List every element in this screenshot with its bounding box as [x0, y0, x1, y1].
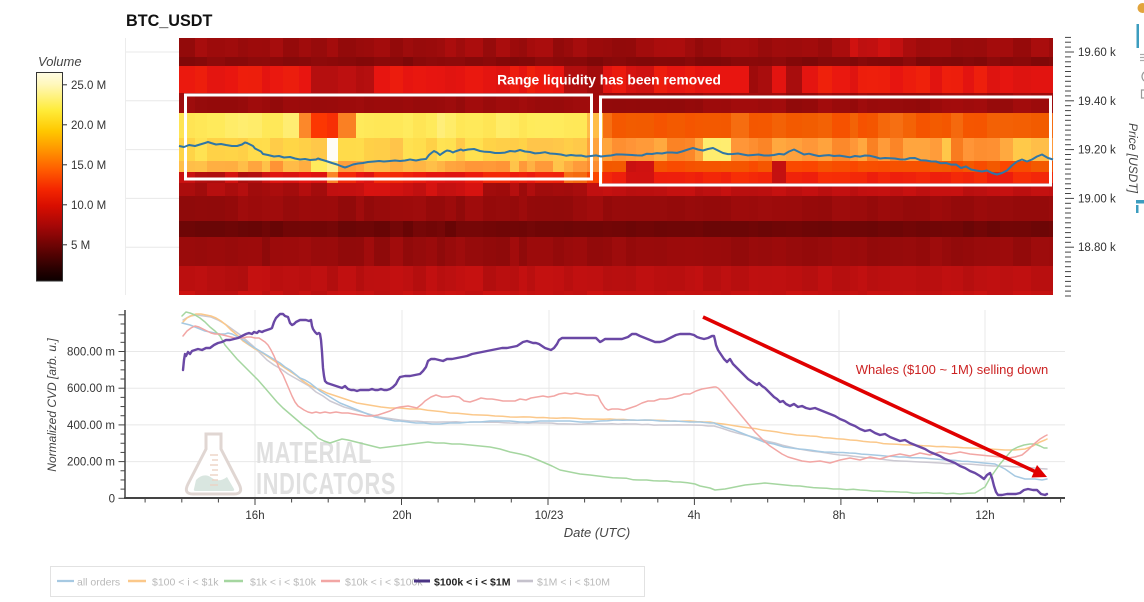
svg-text:INDICATORS: INDICATORS: [256, 466, 396, 501]
svg-text:12h: 12h: [975, 510, 994, 522]
svg-text:10.0 M: 10.0 M: [71, 200, 106, 212]
svg-text:400.00 m: 400.00 m: [67, 420, 115, 432]
svg-text:5 M: 5 M: [71, 240, 90, 252]
svg-text:16h: 16h: [245, 510, 264, 522]
svg-text:$1k < i < $10k: $1k < i < $10k: [250, 577, 317, 589]
svg-text:Normalized CVD [arb. u.]: Normalized CVD [arb. u.]: [45, 338, 59, 472]
svg-text:800.00 m: 800.00 m: [67, 347, 115, 359]
svg-text:Volume: Volume: [38, 54, 82, 69]
svg-text:10/23: 10/23: [535, 510, 564, 522]
svg-text:MATERIAL: MATERIAL: [256, 435, 372, 470]
svg-text:8h: 8h: [833, 510, 846, 522]
svg-text:0: 0: [109, 493, 115, 505]
svg-text:200.00 m: 200.00 m: [67, 457, 115, 469]
svg-text:Whales ($100 ~ 1M) selling dow: Whales ($100 ~ 1M) selling down: [856, 362, 1049, 377]
svg-text:20h: 20h: [392, 510, 411, 522]
svg-text:19.60 k: 19.60 k: [1078, 47, 1116, 59]
svg-text:$100k < i < $1M: $100k < i < $1M: [434, 577, 511, 589]
svg-text:BTC_USDT: BTC_USDT: [126, 12, 212, 30]
svg-text:Range liquidity has been remov: Range liquidity has been removed: [497, 73, 721, 88]
svg-text:19.40 k: 19.40 k: [1078, 96, 1116, 108]
svg-text:$10k < i < $100k: $10k < i < $100k: [345, 577, 423, 589]
svg-text:Date (UTC): Date (UTC): [564, 525, 630, 540]
svg-text:$100 < i < $1k: $100 < i < $1k: [152, 577, 219, 589]
svg-text:19.20 k: 19.20 k: [1078, 145, 1116, 157]
svg-text:25.0 M: 25.0 M: [71, 80, 106, 92]
svg-text:all orders: all orders: [77, 577, 120, 589]
svg-text:19.00 k: 19.00 k: [1078, 193, 1116, 205]
svg-text:15.0 M: 15.0 M: [71, 160, 106, 172]
svg-text:$1M < i < $10M: $1M < i < $10M: [537, 577, 610, 589]
svg-text:Price [USDT]: Price [USDT]: [1126, 123, 1140, 194]
svg-text:4h: 4h: [688, 510, 701, 522]
svg-text:18.80 k: 18.80 k: [1078, 242, 1116, 254]
svg-text:600.00 m: 600.00 m: [67, 383, 115, 395]
svg-text:20.0 M: 20.0 M: [71, 120, 106, 132]
